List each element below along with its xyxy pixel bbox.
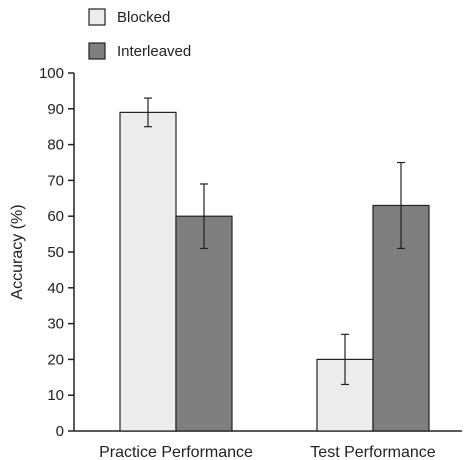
y-tick-label: 80 <box>47 137 64 154</box>
bars <box>119 111 430 432</box>
y-tick-label: 0 <box>56 423 64 440</box>
y-tick-label: 30 <box>47 316 64 333</box>
y-tick-label: 100 <box>39 65 64 82</box>
y-axis-title: Accuracy (%) <box>9 204 26 299</box>
y-tick-label: 40 <box>47 280 64 297</box>
bar-interleaved-1 <box>175 215 233 432</box>
y-tick-label: 90 <box>47 101 64 118</box>
legend-label-blocked: Blocked <box>117 9 170 26</box>
x-category-label: Test Performance <box>310 444 435 460</box>
y-tick-label: 10 <box>47 387 64 404</box>
y-tick-label: 70 <box>47 172 64 189</box>
x-axis: Practice Performance Test Performance <box>74 430 462 460</box>
y-tick-label: 20 <box>47 351 64 368</box>
y-tick-label: 60 <box>47 208 64 225</box>
legend-swatch-blocked <box>88 8 106 26</box>
bar-blocked-1 <box>119 111 177 432</box>
legend: Blocked Interleaved <box>88 8 191 60</box>
bar-blocked-2 <box>316 358 374 432</box>
y-axis: 0 10 20 30 40 50 60 70 80 90 100 <box>39 65 75 440</box>
error-bars <box>144 97 405 386</box>
legend-label-interleaved: Interleaved <box>117 43 191 60</box>
x-category-label: Practice Performance <box>99 444 253 460</box>
legend-swatch-interleaved <box>88 42 106 60</box>
y-tick-label: 50 <box>47 244 64 261</box>
